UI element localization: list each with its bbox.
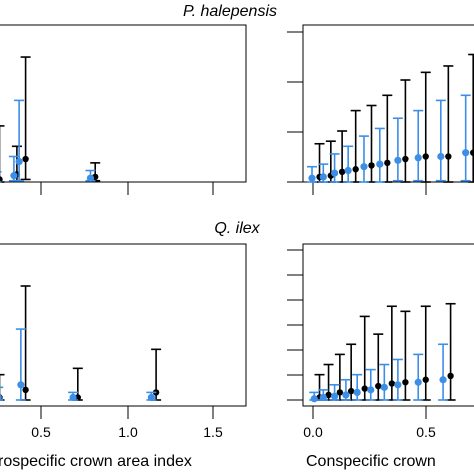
data-point xyxy=(361,385,368,392)
panel-title-q-ilex: Q. ilex xyxy=(214,220,260,237)
panel-box-bottom-left xyxy=(0,243,247,407)
data-point xyxy=(344,166,352,175)
data-point xyxy=(437,152,445,161)
data-point xyxy=(0,394,2,401)
x-ticks-bottom-left xyxy=(40,406,214,419)
x-tick-label-0-5-right: 0.5 xyxy=(416,424,436,440)
data-point xyxy=(22,155,29,163)
x-tick-label-1-5-left: 1.5 xyxy=(203,424,223,440)
data-point xyxy=(384,159,391,167)
panel-box-top-right xyxy=(302,24,474,183)
marks-top-right xyxy=(307,53,474,183)
x-tick-label-1-0-left: 1.0 xyxy=(118,424,138,440)
y-ticks-bottom-right xyxy=(287,249,303,401)
data-point xyxy=(445,153,452,160)
data-point xyxy=(17,381,25,389)
panel-title-p-halepensis: P. halepensis xyxy=(183,3,277,20)
marks-top-left xyxy=(0,56,101,183)
data-point xyxy=(394,156,402,164)
x-axis-title-left: rospecific crown area index xyxy=(0,453,192,470)
data-point xyxy=(353,388,361,396)
x-axis-title-right: Conspecific crown xyxy=(306,453,436,470)
data-point xyxy=(414,378,422,386)
data-point xyxy=(325,391,332,399)
data-point xyxy=(347,387,355,395)
panel-box-top-left xyxy=(0,24,247,183)
data-point xyxy=(394,381,402,389)
data-point xyxy=(376,160,384,168)
data-point xyxy=(336,389,344,396)
data-point xyxy=(360,163,368,171)
data-point xyxy=(69,393,77,402)
marks-bottom-left xyxy=(0,285,162,402)
data-point xyxy=(352,166,359,173)
data-point xyxy=(86,174,95,182)
data-point xyxy=(15,158,23,166)
data-point xyxy=(331,392,339,400)
data-point xyxy=(10,172,18,180)
data-point xyxy=(342,391,350,399)
data-point xyxy=(380,383,388,391)
data-point xyxy=(331,169,339,177)
data-point xyxy=(402,155,409,163)
data-point xyxy=(310,395,318,403)
data-point xyxy=(439,376,447,384)
data-point xyxy=(0,176,3,183)
y-ticks-top-right xyxy=(287,31,303,183)
data-point xyxy=(422,153,429,160)
data-point xyxy=(447,372,454,380)
marks-bottom-right xyxy=(309,302,456,403)
data-point xyxy=(338,168,346,175)
data-point xyxy=(470,149,474,156)
data-point xyxy=(319,173,327,181)
data-point xyxy=(402,379,409,386)
data-point xyxy=(368,162,375,169)
x-ticks-bottom-right xyxy=(312,406,427,419)
data-point xyxy=(462,149,470,157)
x-tick-label-0-0-right: 0.0 xyxy=(303,424,323,440)
data-point xyxy=(308,174,316,182)
data-point xyxy=(319,393,327,402)
data-point xyxy=(147,393,155,402)
data-point xyxy=(414,154,422,162)
data-point xyxy=(388,380,396,387)
data-point xyxy=(422,376,429,383)
data-point xyxy=(367,386,375,394)
data-point xyxy=(375,382,382,390)
x-ticks-top-left xyxy=(40,182,214,195)
data-point xyxy=(22,386,29,394)
x-tick-label-0-5-left: 0.5 xyxy=(31,424,51,440)
x-ticks-top-right xyxy=(312,182,427,195)
